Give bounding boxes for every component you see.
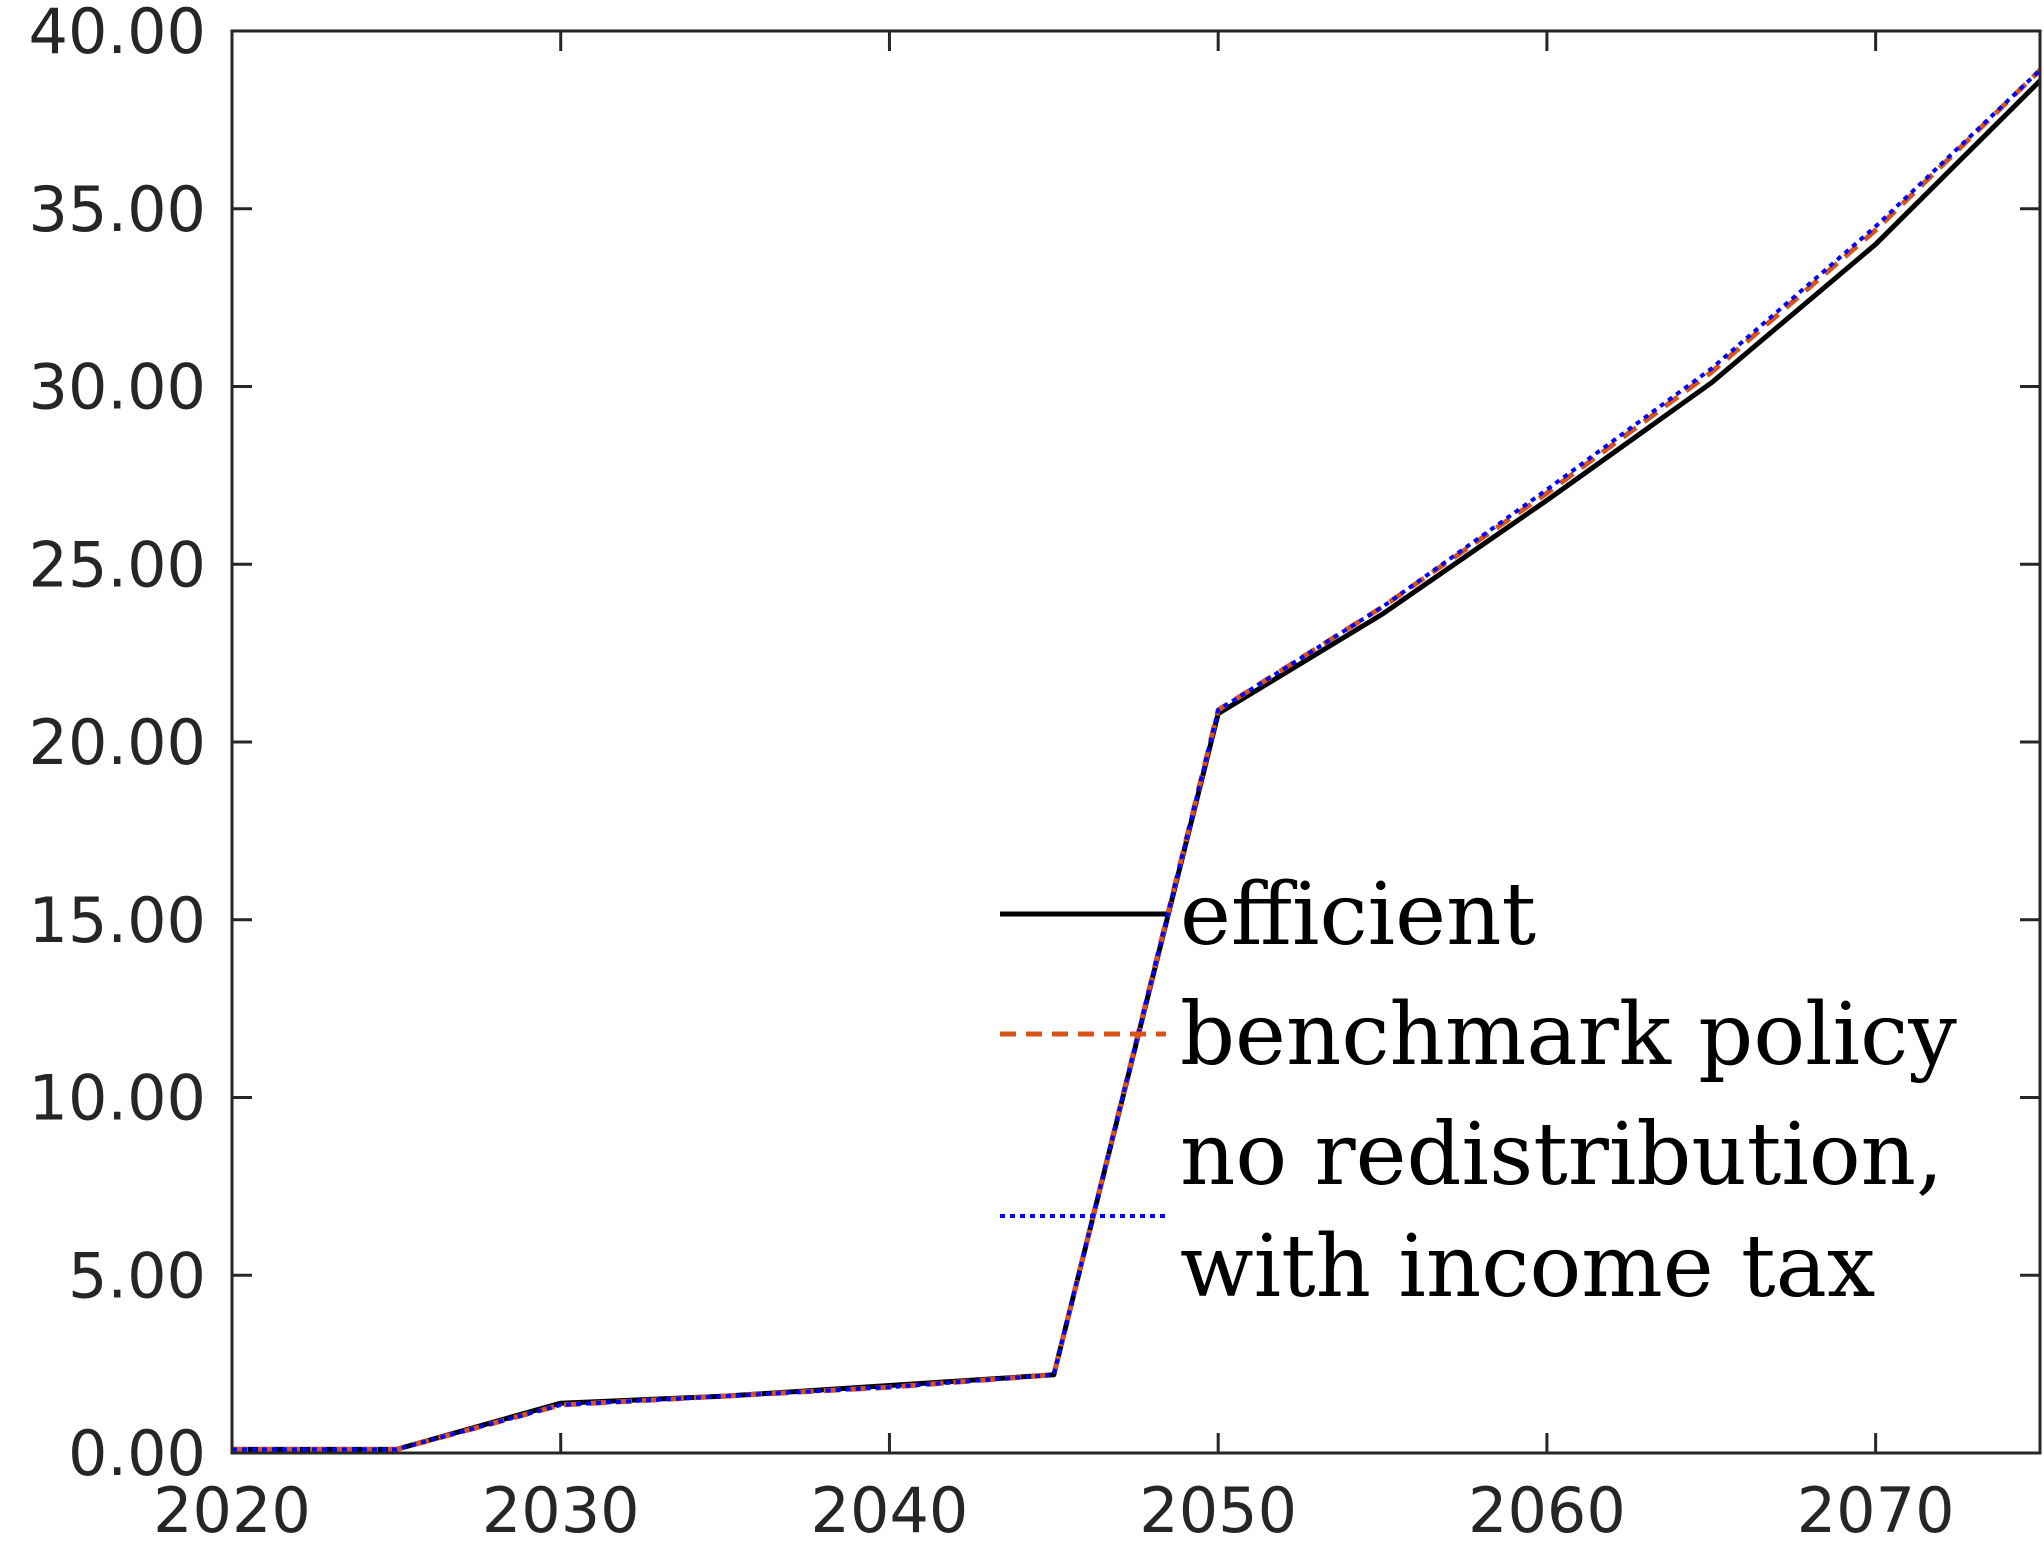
y-tick-label: 35.00 <box>29 173 207 246</box>
x-tick-label: 2060 <box>1468 1474 1626 1547</box>
y-tick-label: 30.00 <box>29 351 207 424</box>
y-tick-label: 40.00 <box>29 0 207 68</box>
x-tick-label: 2040 <box>811 1474 969 1547</box>
y-tick-label: 10.00 <box>29 1062 207 1135</box>
x-tick-label: 2020 <box>153 1474 311 1547</box>
y-tick-label: 0.00 <box>68 1417 206 1490</box>
series-line-2 <box>232 68 2042 1452</box>
tick-layer: 2020 2030 2040 2050 2060 2070 0.00 5.00 10.00 15.… <box>29 0 2040 1547</box>
legend-label-2: with income tax <box>1180 1217 1875 1317</box>
y-tick-label: 20.00 <box>29 706 207 779</box>
legend-label-1: benchmark policy <box>1180 985 1957 1085</box>
x-tick-label: 2050 <box>1139 1474 1297 1547</box>
y-tick-label: 15.00 <box>29 884 207 957</box>
x-tick-label: 2070 <box>1797 1474 1955 1547</box>
y-tick-label: 5.00 <box>68 1239 206 1312</box>
legend-label-2: no redistribution, <box>1180 1105 1943 1205</box>
series-line-0 <box>232 79 2042 1452</box>
legend: efficient benchmark policy no redistributi… <box>1000 865 1957 1317</box>
series-layer <box>232 68 2042 1452</box>
legend-label-0: efficient <box>1180 865 1536 965</box>
y-tick-label: 25.00 <box>29 528 207 601</box>
x-tick-label: 2030 <box>482 1474 640 1547</box>
